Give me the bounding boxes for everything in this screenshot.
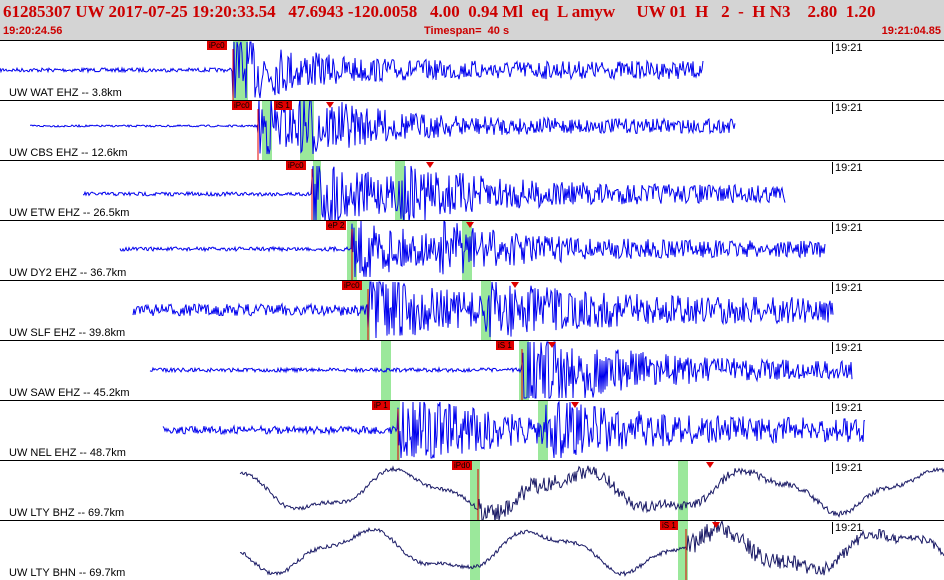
waveform-plot: [162, 401, 866, 460]
waveform-plot: [30, 101, 736, 160]
pick-label[interactable]: iPc0: [232, 101, 252, 110]
time-tick: 19:21: [832, 342, 863, 354]
pick-label[interactable]: iS 1: [274, 101, 292, 110]
channel-label: UW ETW EHZ -- 26.5km: [9, 207, 130, 219]
channel-label: UW DY2 EHZ -- 36.7km: [9, 267, 127, 279]
waveform-plot: [0, 41, 704, 100]
arrival-marker-icon: [712, 522, 720, 528]
waveform-plot: [239, 461, 944, 520]
trace-panel[interactable]: iS 1 19:21 UW LTY BHN -- 69.7km: [0, 520, 944, 580]
trace-panel[interactable]: iPc0 19:21 UW ETW EHZ -- 26.5km: [0, 160, 944, 220]
trace-area[interactable]: iPc0 19:21 UW WAT EHZ -- 3.8km iPc0 iS 1 19:2…: [0, 40, 944, 580]
time-tick: 19:21: [832, 282, 863, 294]
channel-label: UW WAT EHZ -- 3.8km: [9, 87, 122, 99]
arrival-marker-icon: [326, 102, 334, 108]
pick-window: [470, 461, 480, 520]
seismic-trace: [30, 101, 736, 155]
arrival-marker-icon: [466, 222, 474, 228]
waveform-plot: [119, 221, 826, 280]
waveform-plot: [83, 161, 786, 220]
pick-label[interactable]: iP 1: [372, 401, 390, 410]
seismic-trace: [132, 281, 834, 339]
channel-label: UW SLF EHZ -- 39.8km: [9, 327, 126, 339]
seismic-trace: [0, 41, 704, 99]
event-title: 61285307 UW 2017-07-25 19:20:33.54 47.69…: [3, 2, 876, 21]
pick-label[interactable]: iS 1: [496, 341, 514, 350]
arrival-marker-icon: [511, 282, 519, 288]
channel-label: UW NEL EHZ -- 48.7km: [9, 447, 126, 459]
arrival-marker-icon: [548, 342, 556, 348]
seismic-trace: [149, 341, 853, 399]
pick-label[interactable]: iPc0: [286, 161, 306, 170]
pick-window: [262, 101, 272, 160]
trace-panel[interactable]: iPd0 19:21 UW LTY BHZ -- 69.7km: [0, 460, 944, 520]
event-header: 61285307 UW 2017-07-25 19:20:33.54 47.69…: [0, 0, 944, 40]
arrival-marker-icon: [571, 402, 579, 408]
trace-panel[interactable]: iS 1 19:21 UW SAW EHZ -- 45.2km: [0, 340, 944, 400]
pick-window: [481, 281, 491, 340]
pick-window: [360, 281, 370, 340]
waveform-plot: [239, 521, 944, 580]
channel-label: UW LTY BHZ -- 69.7km: [9, 507, 125, 519]
time-tick: 19:21: [832, 102, 863, 114]
pick-window: [390, 401, 400, 460]
time-tick: 19:21: [832, 42, 863, 54]
trace-panel[interactable]: eP 2 19:21 UW DY2 EHZ -- 36.7km: [0, 220, 944, 280]
pick-window: [519, 341, 529, 400]
start-time: 19:20:24.56: [3, 25, 63, 37]
channel-label: UW SAW EHZ -- 45.2km: [9, 387, 130, 399]
pick-window: [470, 521, 480, 580]
seismic-trace: [239, 521, 944, 577]
pick-label[interactable]: eP 2: [326, 221, 347, 230]
time-tick: 19:21: [832, 402, 863, 414]
pick-label[interactable]: iPc0: [342, 281, 362, 290]
seismic-trace: [119, 221, 826, 278]
trace-panel[interactable]: iPc0 19:21 UW WAT EHZ -- 3.8km: [0, 40, 944, 100]
pick-label[interactable]: iPd0: [452, 461, 473, 470]
seismic-trace: [83, 165, 786, 220]
time-tick: 19:21: [832, 162, 863, 174]
channel-label: UW LTY BHN -- 69.7km: [9, 567, 126, 579]
time-tick: 19:21: [832, 462, 863, 474]
seismic-trace: [239, 465, 944, 520]
pick-window: [678, 521, 688, 580]
trace-panel[interactable]: iPc0 19:21 UW SLF EHZ -- 39.8km: [0, 280, 944, 340]
pick-window: [462, 221, 472, 280]
time-tick: 19:21: [832, 522, 863, 534]
time-tick: 19:21: [832, 222, 863, 234]
arrival-marker-icon: [426, 162, 434, 168]
pick-window: [678, 461, 688, 520]
trace-panel[interactable]: iPc0 iS 1 19:21 UW CBS EHZ -- 12.6km: [0, 100, 944, 160]
pick-label[interactable]: iPc0: [207, 41, 227, 50]
waveform-plot: [149, 341, 853, 400]
timespan-label: Timespan= 40 s: [424, 25, 510, 37]
end-time: 19:21:04.85: [881, 25, 941, 37]
trace-panel[interactable]: iP 1 19:21 UW NEL EHZ -- 48.7km: [0, 400, 944, 460]
pick-label[interactable]: iS 1: [660, 521, 678, 530]
arrival-marker-icon: [706, 462, 714, 468]
pick-window: [395, 161, 405, 220]
waveform-plot: [132, 281, 834, 340]
channel-label: UW CBS EHZ -- 12.6km: [9, 147, 128, 159]
seismic-trace: [162, 401, 866, 459]
